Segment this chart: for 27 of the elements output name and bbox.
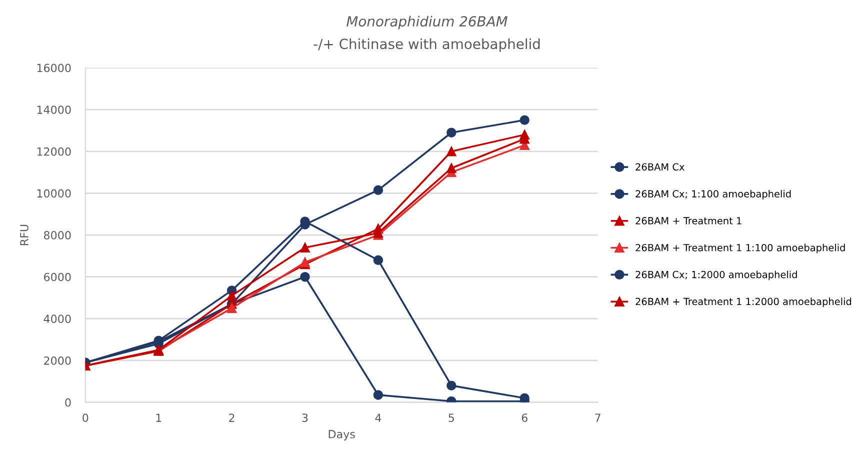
x-tick-label: 3 [302, 414, 308, 422]
chart-title: Monoraphidium 26BAM [346, 16, 508, 30]
legend-label: 26BAM + Treatment 1 1:100 amoebaphelid [636, 244, 845, 254]
x-tick-label: 5 [448, 414, 454, 422]
legend-label: 26BAM Cx; 1:100 amoebaphelid [636, 190, 791, 200]
y-tick-label: 12000 [37, 147, 71, 156]
x-axis-title: Days [328, 430, 355, 440]
x-tick-label: 1 [156, 414, 162, 422]
legend-label: 26BAM + Treatment 1 [636, 217, 742, 224]
x-tick-label: 4 [375, 414, 382, 422]
y-tick-label: 4000 [44, 314, 71, 324]
legend-label: 26BAM Cx; 1:2000 amoebaphelid [636, 270, 797, 280]
legend-label: 26BAM + Treatment 1 1:2000 amoebaphelid [636, 298, 852, 308]
x-tick-label: 6 [522, 414, 528, 422]
y-tick-label: 14000 [37, 106, 71, 114]
y-tick-label: 8000 [44, 231, 71, 240]
y-tick-label: 10000 [37, 189, 71, 198]
legend-label: 26BAM Cx [636, 163, 684, 171]
chart-subtitle: -/+ Chitinase with amoebaphelid [314, 38, 540, 52]
y-tick-label: 2000 [44, 356, 71, 365]
y-axis-title: RFU [20, 224, 28, 246]
x-tick-label: 2 [229, 414, 234, 422]
x-tick-label: 7 [595, 414, 600, 422]
x-tick-label: 0 [82, 414, 88, 422]
y-tick-label: 16000 [37, 64, 71, 72]
y-tick-label: 0 [65, 398, 71, 407]
y-tick-label: 6000 [44, 272, 71, 282]
